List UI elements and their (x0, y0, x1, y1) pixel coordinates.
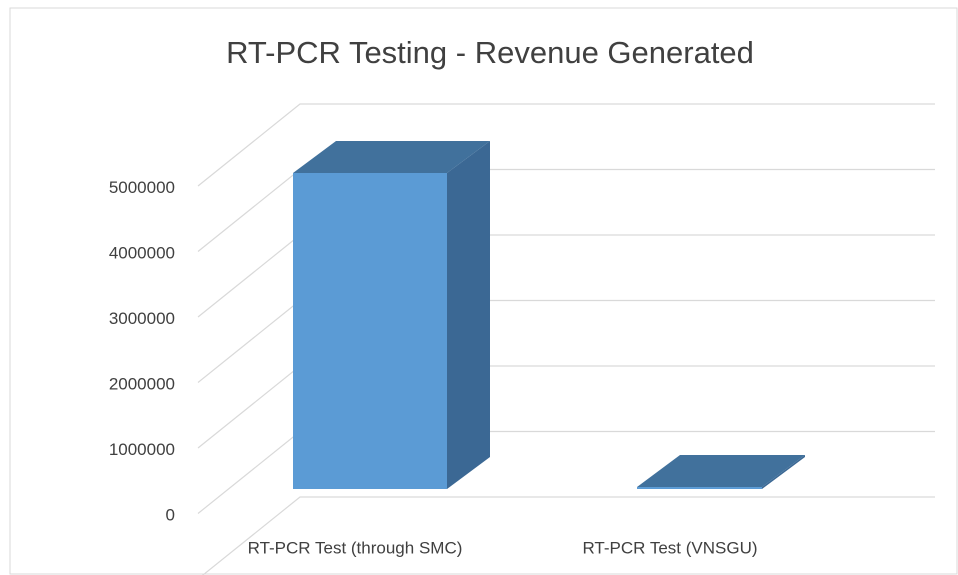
grid-line (197, 103, 935, 187)
x-tick-label: RT-PCR Test (VNSGU) (582, 538, 757, 557)
y-tick-label: 5000000 (109, 178, 175, 197)
chart-title: RT-PCR Testing - Revenue Generated (226, 35, 754, 70)
bar-side (447, 141, 490, 489)
bar-top (637, 455, 805, 488)
x-tick-label: RT-PCR Test (through SMC) (248, 538, 463, 557)
bar-front (293, 173, 447, 489)
y-tick-label: 1000000 (109, 440, 175, 459)
y-tick-label: 4000000 (109, 243, 175, 262)
bar-top (293, 141, 490, 173)
y-tick-label: 3000000 (109, 309, 175, 328)
grid-line (202, 496, 935, 575)
bar-front (637, 487, 762, 489)
bar-side (762, 455, 805, 489)
y-tick-label: 0 (166, 505, 175, 524)
y-tick-label: 2000000 (109, 374, 175, 393)
